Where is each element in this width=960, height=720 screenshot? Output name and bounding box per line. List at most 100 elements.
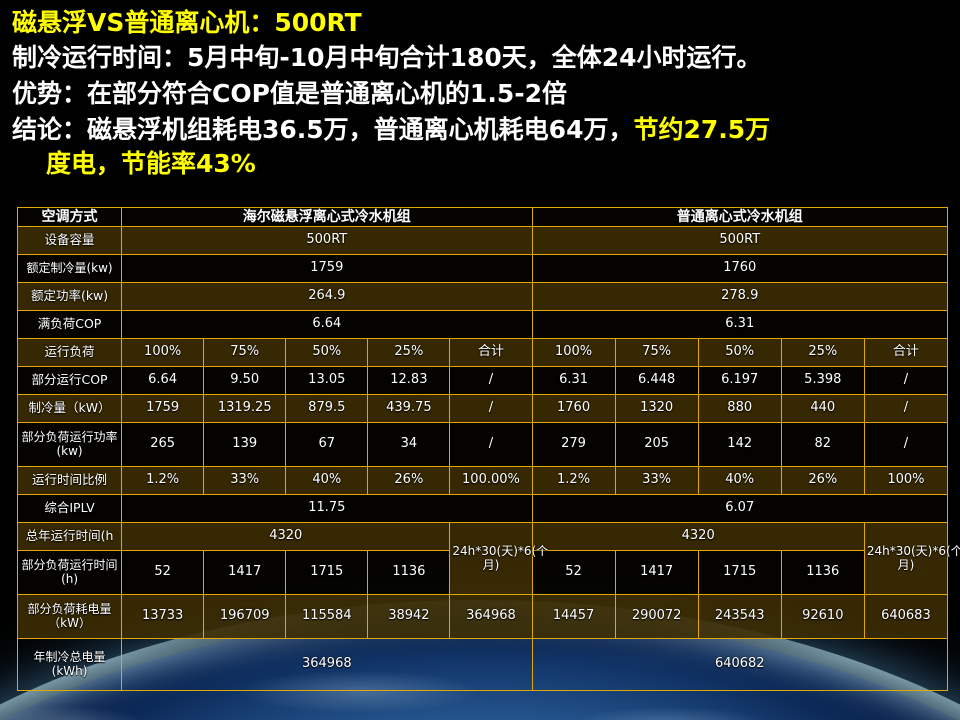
row-label: 额定制冷量(kw) (16, 254, 123, 284)
table-row: 年制冷总电量(kWh) 364968 640682 (16, 638, 949, 692)
row-label: 制冷量（kW） (16, 394, 123, 424)
value-cell: 13.05 (285, 366, 369, 396)
value-cell: 92610 (780, 594, 865, 640)
value-cell: 26% (780, 466, 865, 496)
table-row: 制冷量（kW） 1759 1319.25 879.5 439.75/1760 1320 88… (16, 394, 949, 424)
headline-advantage: 优势：在部分符合COP值是普通离心机的1.5-2倍 (12, 79, 567, 108)
value-cell: 290072 (614, 594, 699, 640)
value-cell: 25% (367, 338, 451, 368)
value-cell: 139 (203, 422, 287, 468)
value-cell: 243543 (697, 594, 782, 640)
row-label: 满负荷COP (16, 310, 123, 340)
value-cell: 205 (614, 422, 699, 468)
value-cell: 1136 (780, 550, 865, 596)
value-cell: 1417 (203, 550, 287, 596)
value-cell: 50% (697, 338, 782, 368)
value-cell: 50% (285, 338, 369, 368)
value-cell: 38942 (367, 594, 451, 640)
value-cell: 115584 (285, 594, 369, 640)
value-cell: 440 (780, 394, 865, 424)
row-label: 设备容量 (16, 226, 123, 256)
column-header-label: 空调方式 (16, 206, 123, 228)
value-right-span4: 4320 (531, 522, 865, 552)
comparison-table: 空调方式 海尔磁悬浮离心式冷水机组 普通离心式冷水机组 设备容量 500RT 500RT 额… (16, 206, 960, 692)
value-cell: 879.5 (285, 394, 369, 424)
value-right-span: 640682 (531, 638, 949, 692)
value-cell: 1715 (697, 550, 782, 596)
value-cell: 12.83 (367, 366, 451, 396)
table-row: 满负荷COP 6.64 6.31 (16, 310, 949, 340)
table-row: 运行负荷 100% 75% 50% 25% 合计 100% 75% 50% 25% 合计 (16, 338, 949, 368)
value-right-span: 6.07 (531, 494, 949, 524)
value-cell: 100% (531, 338, 616, 368)
table-row: 总年运行时间(h 4320 24h*30(天)*6(个月) 4320 24h*30(天)… (16, 522, 960, 596)
value-left-span: 6.64 (121, 310, 533, 340)
value-left-span: 500RT (121, 226, 533, 256)
headline-conclusion: 结论：磁悬浮机组耗电36.5万，普通离心机耗电64万，节约27.5万 (12, 117, 948, 142)
value-cell: / (863, 394, 949, 424)
group-header-left: 海尔磁悬浮离心式冷水机组 (121, 206, 533, 228)
headline-block: 磁悬浮VS普通离心机：500RT 制冷运行时间：5月中旬-10月中旬合计180天… (0, 0, 960, 186)
table-row: 部分负荷运行功率(kw) 265 139 67 34/279 205 142 82/ (16, 422, 949, 468)
value-cell: 合计 (863, 338, 949, 368)
table-row: 额定功率(kw) 264.9 278.9 (16, 282, 949, 312)
row-label: 运行时间比例 (16, 466, 123, 496)
table-row: 运行时间比例 1.2% 33% 40% 26% 100.00% 1.2% 33% 40% 26% 1… (16, 466, 949, 496)
value-cell: 1.2% (531, 466, 616, 496)
value-cell: 1759 (121, 394, 205, 424)
value-cell: 25% (780, 338, 865, 368)
value-cell: 14457 (531, 594, 616, 640)
row-label: 额定功率(kw) (16, 282, 123, 312)
table-row: 额定制冷量(kw) 1759 1760 (16, 254, 949, 284)
row-label: 部分运行COP (16, 366, 123, 396)
headline-conclusion-cont: 度电，节能率43% (46, 149, 256, 178)
value-left-span: 364968 (121, 638, 533, 692)
value-cell: 100% (121, 338, 205, 368)
value-cell: 40% (697, 466, 782, 496)
value-cell: 34 (367, 422, 451, 468)
value-cell: / (863, 366, 949, 396)
row-label: 年制冷总电量(kWh) (16, 638, 123, 692)
table-header-row: 空调方式 海尔磁悬浮离心式冷水机组 普通离心式冷水机组 (16, 206, 949, 228)
value-cell: 6.31 (531, 366, 616, 396)
value-cell: 33% (614, 466, 699, 496)
value-cell: 1136 (367, 550, 451, 596)
value-cell: 40% (285, 466, 369, 496)
row-label: 部分负荷运行功率(kw) (16, 422, 123, 468)
value-cell: 1417 (614, 550, 699, 596)
value-cell: 75% (203, 338, 287, 368)
value-left-span4: 4320 (121, 522, 451, 552)
value-cell: 364968 (449, 594, 533, 640)
row-label: 运行负荷 (16, 338, 123, 368)
value-cell: 100% (863, 466, 949, 496)
value-cell: 439.75 (367, 394, 451, 424)
headline-conclusion-savings: 节约27.5万 (633, 115, 771, 144)
value-cell: 5.398 (780, 366, 865, 396)
value-cell: 13733 (121, 594, 205, 640)
value-cell: 6.448 (614, 366, 699, 396)
value-cell: 52 (121, 550, 205, 596)
value-cell: / (449, 366, 533, 396)
value-cell: 265 (121, 422, 205, 468)
value-cell: 26% (367, 466, 451, 496)
value-left-span: 1759 (121, 254, 533, 284)
value-cell: 640683 (863, 594, 949, 640)
value-cell: / (449, 422, 533, 468)
value-cell: 75% (614, 338, 699, 368)
value-left-span: 264.9 (121, 282, 533, 312)
headline-runtime: 制冷运行时间：5月中旬-10月中旬合计180天，全体24小时运行。 (12, 43, 762, 72)
value-cell: 合计 (449, 338, 533, 368)
page-title: 磁悬浮VS普通离心机：500RT (12, 8, 362, 37)
table-row: 部分运行COP 6.64 9.50 13.05 12.83/6.31 6.448 6.197… (16, 366, 949, 396)
value-right-span: 1760 (531, 254, 949, 284)
value-right-span: 6.31 (531, 310, 949, 340)
value-cell: 6.197 (697, 366, 782, 396)
row-label: 总年运行时间(h (16, 522, 123, 552)
row-label: 部分负荷运行时间(h) (16, 550, 123, 596)
value-right-span: 278.9 (531, 282, 949, 312)
value-cell: 142 (697, 422, 782, 468)
value-cell: 9.50 (203, 366, 287, 396)
value-cell: 1715 (285, 550, 369, 596)
value-cell: 279 (531, 422, 616, 468)
table-row: 综合IPLV 11.75 6.07 (16, 494, 949, 524)
